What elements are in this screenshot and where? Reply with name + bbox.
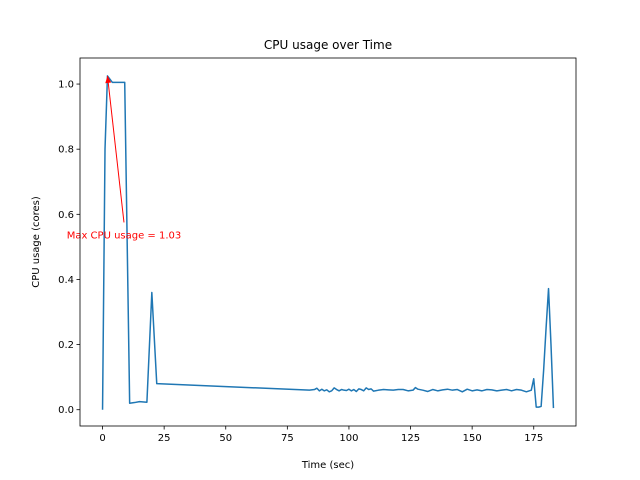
x-tick-label: 25 [158,433,171,444]
annotation-arrowhead-0 [105,75,112,84]
y-tick-label: 0.2 [58,340,74,351]
series-line-0 [101,75,555,410]
annotation-text-0: Max CPU usage = 1.03 [67,230,182,241]
y-axis-label: CPU usage (cores) [31,196,42,288]
x-tick-label: 125 [401,433,420,444]
y-tick-label: 0.0 [58,405,74,416]
y-tick-label: 0.8 [58,145,74,156]
x-tick-label: 75 [281,433,294,444]
x-tick-label: 150 [463,433,482,444]
x-tick-label: 100 [339,433,358,444]
plot-area: Max CPU usage = 1.03 0 25 50 75 100 125 150 175 0… [58,57,577,444]
x-tick-label: 175 [524,433,543,444]
x-axis-label: Time (sec) [301,460,354,471]
y-tick-label: 0.4 [58,275,74,286]
y-tick-label: 0.6 [58,210,74,221]
annotation-arrow-0 [106,75,125,223]
x-tick-label: 0 [99,433,105,444]
x-tick-label: 50 [219,433,232,444]
plot-frame [79,57,577,427]
chart-title: CPU usage over Time [264,38,392,52]
y-tick-label: 1.0 [58,80,74,91]
